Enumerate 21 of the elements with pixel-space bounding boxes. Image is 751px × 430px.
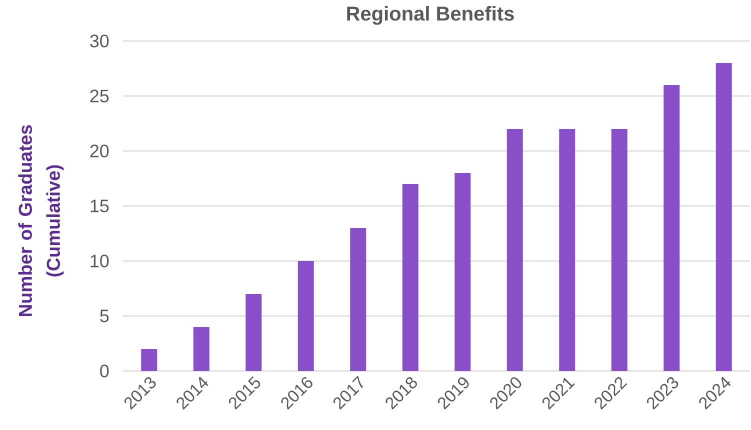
bar [611,129,628,371]
y-tick-label: 25 [90,90,109,102]
bar [454,173,471,371]
bar [559,129,576,371]
y-tick-label: 20 [90,144,109,158]
bar [298,261,314,371]
bar [350,228,366,371]
bar [716,63,732,371]
bar [246,294,262,371]
y-tick-label: 30 [90,34,109,48]
bar [506,129,523,371]
y-tick-label: 15 [90,200,109,212]
y-tick-label: 5 [100,310,109,322]
bar [402,184,418,371]
bar [141,349,158,371]
bar [193,327,210,371]
y-axis-title: Number of Graduates (Cumulative) [18,125,64,316]
y-tick-label: 10 [90,254,109,268]
chart-title: Regional Benefits [347,6,514,25]
y-tick-label: 0 [100,364,109,378]
bar [664,85,680,371]
